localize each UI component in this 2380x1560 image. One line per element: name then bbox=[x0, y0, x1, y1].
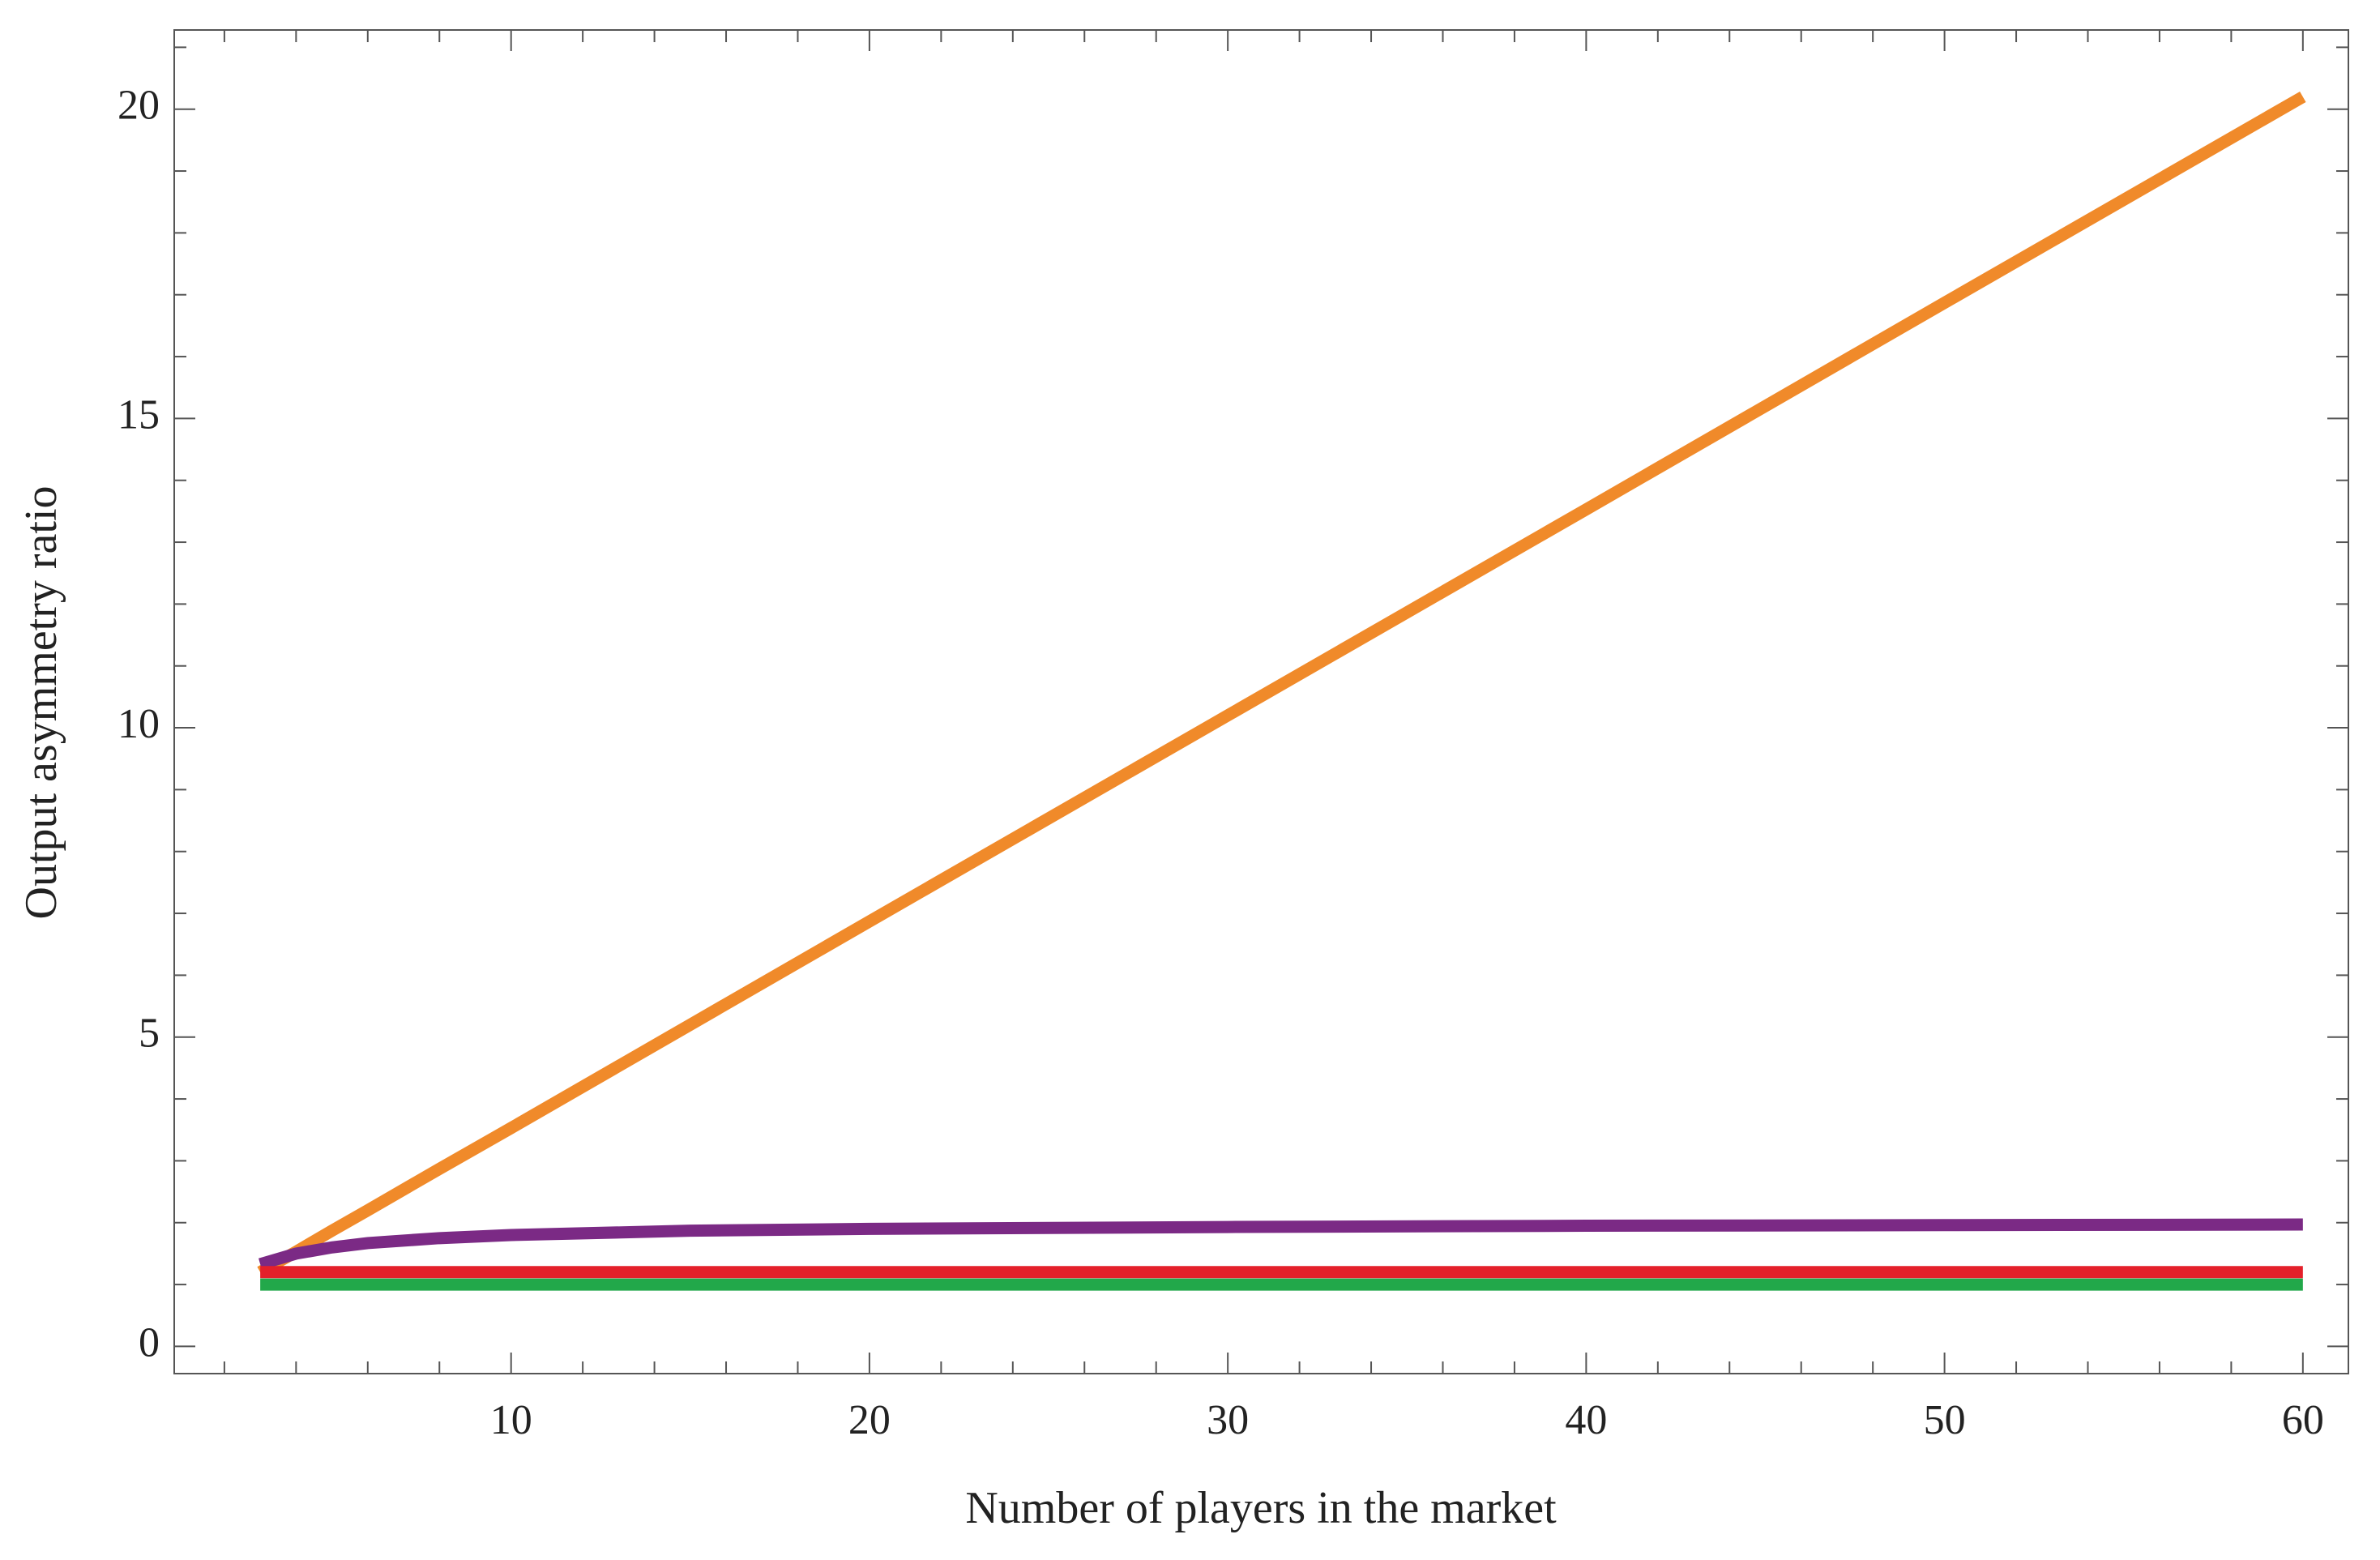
y-tick-label: 15 bbox=[118, 391, 160, 438]
series-line bbox=[259, 1218, 2303, 1271]
y-tick-label: 5 bbox=[139, 1011, 160, 1057]
x-tick-label: 30 bbox=[1207, 1397, 1249, 1443]
y-tick-label: 0 bbox=[139, 1319, 160, 1366]
series-line bbox=[257, 91, 2306, 1278]
x-tick-label: 50 bbox=[1924, 1397, 1966, 1443]
x-tick-label: 40 bbox=[1565, 1397, 1607, 1443]
x-tick-label: 20 bbox=[848, 1397, 891, 1443]
x-tick-label: 10 bbox=[490, 1397, 532, 1443]
y-tick-label: 10 bbox=[118, 701, 160, 747]
y-tick-label: 20 bbox=[118, 83, 160, 129]
y-axis-title: Output asymmetry ratio bbox=[16, 485, 66, 919]
x-axis-title: Number of players in the market bbox=[965, 1483, 1557, 1533]
x-tick-label: 60 bbox=[2282, 1397, 2324, 1443]
plot-frame bbox=[173, 29, 2349, 1374]
